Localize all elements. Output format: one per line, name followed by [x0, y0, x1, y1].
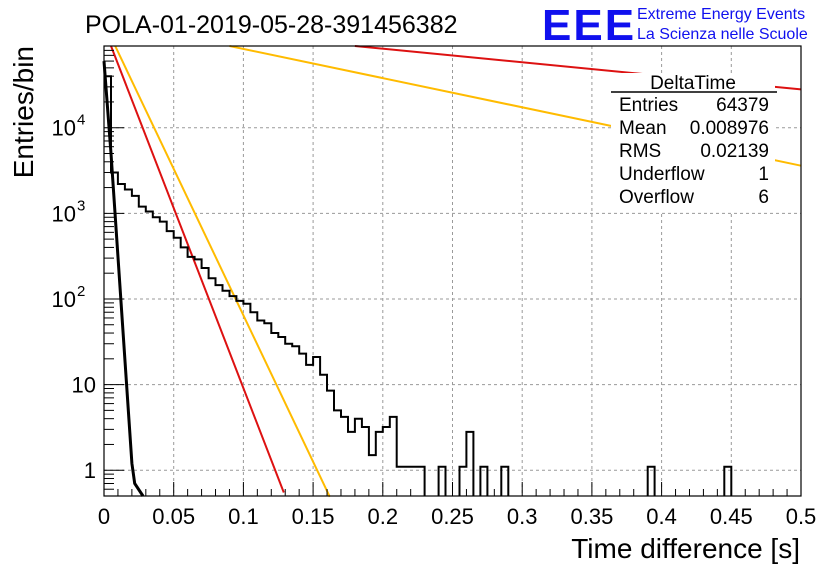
histogram: [104, 75, 733, 496]
stats-value: 0.02139: [700, 141, 769, 162]
x-tick-label: 0.5: [786, 504, 817, 529]
x-tick-label: 0.2: [368, 504, 399, 529]
logo-mark: EEE: [542, 1, 636, 50]
y-tick-label: 10: [52, 116, 76, 141]
x-tick-label: 0.3: [507, 504, 538, 529]
plot-frame: [103, 45, 802, 497]
logo-line-1: Extreme Energy Events: [637, 6, 805, 23]
stats-value: 0.008976: [690, 118, 769, 139]
stats-name: DeltaTime: [650, 73, 736, 94]
stats-box: DeltaTime Entries 64379 Mean 0.008976 RMS 0.0…: [611, 73, 777, 211]
stats-box-bg: [611, 73, 775, 211]
axis-ticks: 0 0.05 0.1 0.15 0.2 0.25 0.3 0.35 0.4 0.45 0.5 1 10 1…: [52, 45, 817, 529]
fit-line: [110, 45, 285, 493]
stats-value: 6: [758, 187, 769, 208]
x-tick-label: 0.25: [431, 504, 474, 529]
x-tick-label: 0.35: [570, 504, 613, 529]
stats-label: Entries: [619, 95, 678, 116]
stats-value: 1: [758, 164, 769, 185]
stats-label: Overflow: [619, 187, 694, 208]
stats-label: Mean: [619, 118, 667, 139]
x-tick-label: 0.1: [228, 504, 259, 529]
x-tick-label: 0.45: [710, 504, 753, 529]
eee-logo: EEE Extreme Energy Events La Scienza nel…: [542, 1, 808, 50]
x-tick-label: 0.4: [646, 504, 677, 529]
x-tick-label: 0: [98, 504, 110, 529]
stats-value: 64379: [716, 95, 769, 116]
y-tick-exponent: 3: [77, 197, 85, 214]
y-axis-title: Entries/bin: [8, 46, 39, 178]
stats-label: RMS: [619, 141, 661, 162]
y-tick-label: 10: [72, 373, 96, 398]
x-axis-title: Time difference [s]: [571, 533, 800, 564]
fit-line: [102, 60, 145, 497]
logo-line-2: La Scienza nelle Scuole: [637, 26, 808, 43]
y-tick-label: 10: [52, 287, 76, 312]
y-tick-exponent: 4: [77, 112, 85, 129]
histogram-outline: [104, 75, 733, 496]
y-tick-exponent: 2: [77, 283, 85, 300]
y-tick-label: 1: [84, 458, 96, 483]
y-tick-label: 10: [52, 201, 76, 226]
stats-rows: Entries 64379 Mean 0.008976 RMS 0.02139Underf…: [619, 95, 769, 208]
x-tick-label: 0.05: [152, 504, 195, 529]
fit-line: [114, 45, 331, 498]
x-tick-label: 0.15: [292, 504, 335, 529]
stats-label: Underflow: [619, 164, 705, 185]
chart-title: POLA-01-2019-05-28-391456382: [85, 11, 458, 39]
